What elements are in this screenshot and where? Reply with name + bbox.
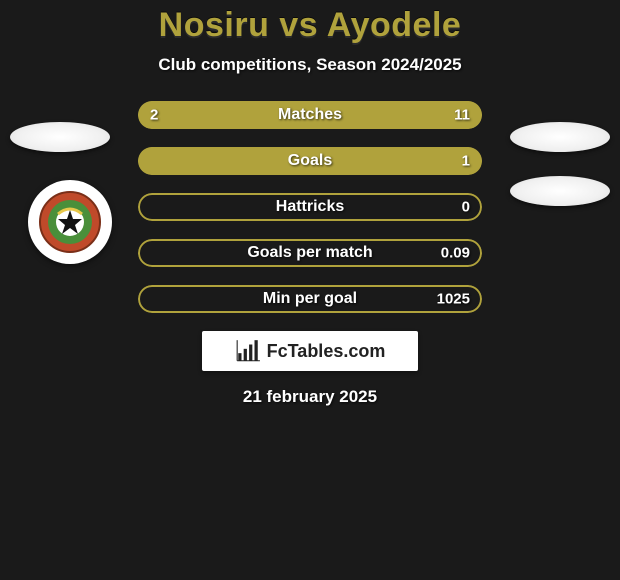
stat-left-value: 2 [150,107,158,124]
stat-row-min-per-goal: Min per goal 1025 [138,285,482,313]
stat-right-value: 1 [462,153,470,170]
player-left-avatar-placeholder [10,122,110,152]
stat-row-hattricks: Hattricks 0 [138,193,482,221]
page-title: Nosiru vs Ayodele [0,6,620,45]
page-subtitle: Club competitions, Season 2024/2025 [0,55,620,75]
stat-right-value: 11 [454,107,470,124]
club-crest-icon [38,190,102,254]
stat-label: Goals [288,152,332,170]
stats-bars: 2 Matches 11 Goals 1 Hattricks 0 Goals p… [138,101,482,313]
stat-row-goals-per-match: Goals per match 0.09 [138,239,482,267]
stat-row-matches: 2 Matches 11 [138,101,482,129]
bar-chart-icon [235,338,261,364]
player-right-club-placeholder [510,176,610,206]
stat-right-value: 0 [462,199,470,216]
stat-label: Min per goal [263,290,357,308]
brand-label: FcTables.com [267,341,386,362]
brand-attribution[interactable]: FcTables.com [202,331,418,371]
stat-label: Goals per match [247,244,372,262]
stat-row-goals: Goals 1 [138,147,482,175]
player-left-club-badge [28,180,112,264]
stat-label: Matches [278,106,342,124]
footer-date: 21 february 2025 [0,387,620,407]
stat-right-value: 0.09 [441,245,470,262]
stat-label: Hattricks [276,198,344,216]
player-right-avatar-placeholder [510,122,610,152]
stat-right-value: 1025 [437,291,470,308]
